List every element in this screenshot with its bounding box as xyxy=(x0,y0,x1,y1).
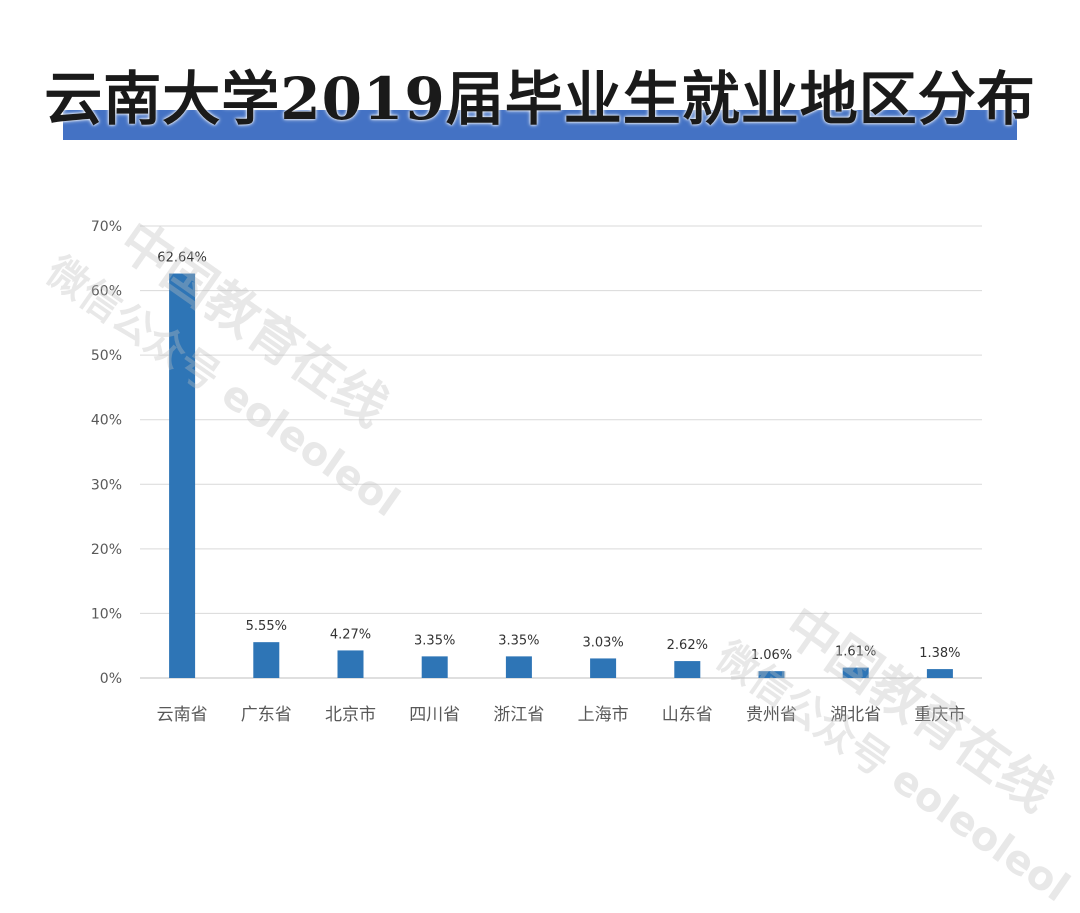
x-tick-label: 重庆市 xyxy=(914,705,965,725)
bar xyxy=(505,656,532,678)
bar xyxy=(926,669,953,678)
x-tick-label: 山东省 xyxy=(662,705,713,725)
x-tick-label: 四川省 xyxy=(409,705,460,725)
x-tick-label: 浙江省 xyxy=(493,705,544,725)
data-label: 2.62% xyxy=(667,638,708,653)
data-label: 62.64% xyxy=(157,251,207,266)
title-underline-bar xyxy=(63,110,1017,140)
y-tick-label: 30% xyxy=(91,477,122,493)
x-tick-label: 贵州省 xyxy=(746,705,797,725)
bar xyxy=(842,667,869,678)
bar xyxy=(674,661,701,678)
data-label: 1.06% xyxy=(751,648,792,663)
bar xyxy=(590,658,617,678)
data-label: 1.38% xyxy=(919,646,960,661)
x-tick-label: 上海市 xyxy=(578,705,629,725)
bar xyxy=(421,656,448,678)
y-tick-label: 50% xyxy=(91,348,122,364)
y-tick-label: 0% xyxy=(100,671,122,687)
x-tick-label: 北京市 xyxy=(325,705,376,725)
x-tick-label: 湖北省 xyxy=(830,705,881,725)
data-label: 3.03% xyxy=(582,635,623,650)
y-tick-label: 70% xyxy=(91,219,122,235)
y-tick-label: 60% xyxy=(91,284,122,300)
x-tick-label: 云南省 xyxy=(157,705,208,725)
page-title: 云南大学2019届毕业生就业地区分布 xyxy=(44,65,1036,133)
bar xyxy=(253,642,280,678)
y-tick-label: 40% xyxy=(91,413,122,429)
bar-chart: 0% 10% 20% 30% 40% 50% 60% 70% 62.64% 云南省 5.55% 广东省… xyxy=(91,219,982,725)
bar xyxy=(337,650,364,678)
y-tick-label: 20% xyxy=(91,542,122,558)
x-tick-label: 广东省 xyxy=(241,705,292,725)
y-tick-label: 10% xyxy=(91,606,122,622)
data-label: 3.35% xyxy=(414,633,455,648)
data-label: 1.61% xyxy=(835,645,876,660)
bar xyxy=(169,273,196,678)
data-label: 4.27% xyxy=(330,627,371,642)
data-label: 3.35% xyxy=(498,633,539,648)
bar xyxy=(758,671,785,678)
data-label: 5.55% xyxy=(246,619,287,634)
